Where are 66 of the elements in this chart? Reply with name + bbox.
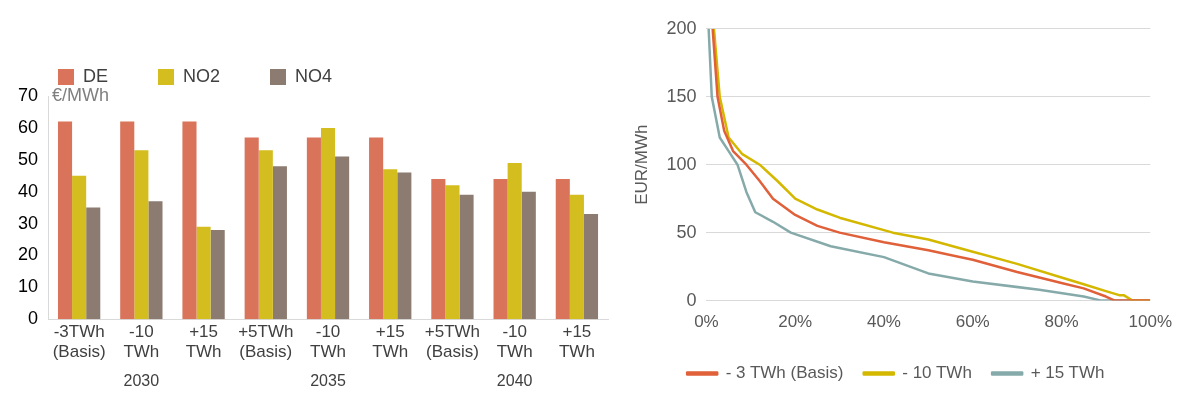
y-tick-label: 50 — [676, 221, 697, 242]
bar — [369, 137, 384, 320]
bar — [383, 169, 398, 320]
bar — [272, 166, 287, 320]
bar — [583, 213, 599, 320]
y-axis-title: €/MWh — [52, 84, 110, 105]
bar — [335, 156, 350, 320]
y-tick-label: 150 — [666, 85, 697, 106]
bar — [196, 226, 211, 320]
y-tick-label: 0 — [28, 308, 39, 329]
bar — [397, 172, 412, 320]
y-tick-label: 60 — [17, 116, 39, 137]
x-tick-label: 40% — [866, 312, 901, 332]
text: 2030 — [123, 372, 160, 390]
bar — [86, 207, 101, 320]
bar — [134, 150, 149, 320]
y-tick-label: 30 — [17, 212, 39, 233]
y-tick-label: 0 — [686, 289, 697, 310]
x-tick-label: +15 TWh — [558, 322, 595, 362]
x-tick-label: -10 TWh — [496, 322, 533, 362]
bar — [493, 178, 508, 320]
legend-label: NO2 — [183, 65, 221, 86]
legend-label: DE — [83, 65, 109, 86]
bar — [120, 121, 135, 320]
y-axis-title: EUR/MWh — [631, 124, 651, 205]
bar — [258, 150, 273, 320]
bar — [555, 178, 570, 320]
x-tick-label: 20% — [778, 312, 813, 332]
bar — [72, 175, 87, 320]
bar — [306, 137, 321, 320]
x-tick-label: -10 TWh — [123, 322, 160, 362]
bar — [507, 162, 522, 320]
bar — [57, 121, 73, 320]
legend-label: - 10 TWh — [902, 363, 972, 383]
x-tick-label: 100% — [1128, 312, 1172, 332]
legend-label: - 3 TWh (Basis) — [725, 363, 844, 383]
x-tick-label: 60% — [955, 312, 990, 332]
x-tick-label: +5TWh (Basis) — [424, 322, 481, 362]
y-tick-label: 20 — [17, 244, 39, 265]
x-tick-label: +5TWh (Basis) — [238, 322, 294, 362]
y-tick-label: 70 — [17, 84, 39, 105]
legend-label: NO4 — [295, 65, 333, 86]
y-tick-label: 10 — [17, 276, 39, 297]
x-tick-label: -3TWh (Basis) — [52, 322, 106, 362]
y-tick-label: 200 — [666, 17, 697, 38]
bar — [210, 229, 225, 320]
x-tick-label: 0% — [694, 312, 719, 332]
bar — [569, 194, 584, 320]
x-tick-label: +15 TWh — [372, 322, 409, 362]
x-tick-label: +15 TWh — [185, 322, 222, 362]
x-tick-label: -10 TWh — [310, 322, 346, 362]
bar — [148, 201, 163, 320]
y-tick-label: 50 — [17, 148, 39, 169]
bar — [431, 178, 446, 320]
bar — [320, 127, 336, 320]
bar — [182, 121, 197, 320]
text: 2035 — [310, 372, 346, 390]
x-tick-label: 80% — [1044, 312, 1079, 332]
bar — [521, 191, 536, 320]
text: 2040 — [496, 372, 533, 390]
legend-label: + 15 TWh — [1030, 363, 1105, 383]
bar — [445, 185, 460, 320]
bar — [459, 194, 474, 320]
y-tick-label: 100 — [666, 153, 697, 174]
bar — [244, 137, 259, 320]
y-tick-label: 40 — [17, 180, 39, 201]
